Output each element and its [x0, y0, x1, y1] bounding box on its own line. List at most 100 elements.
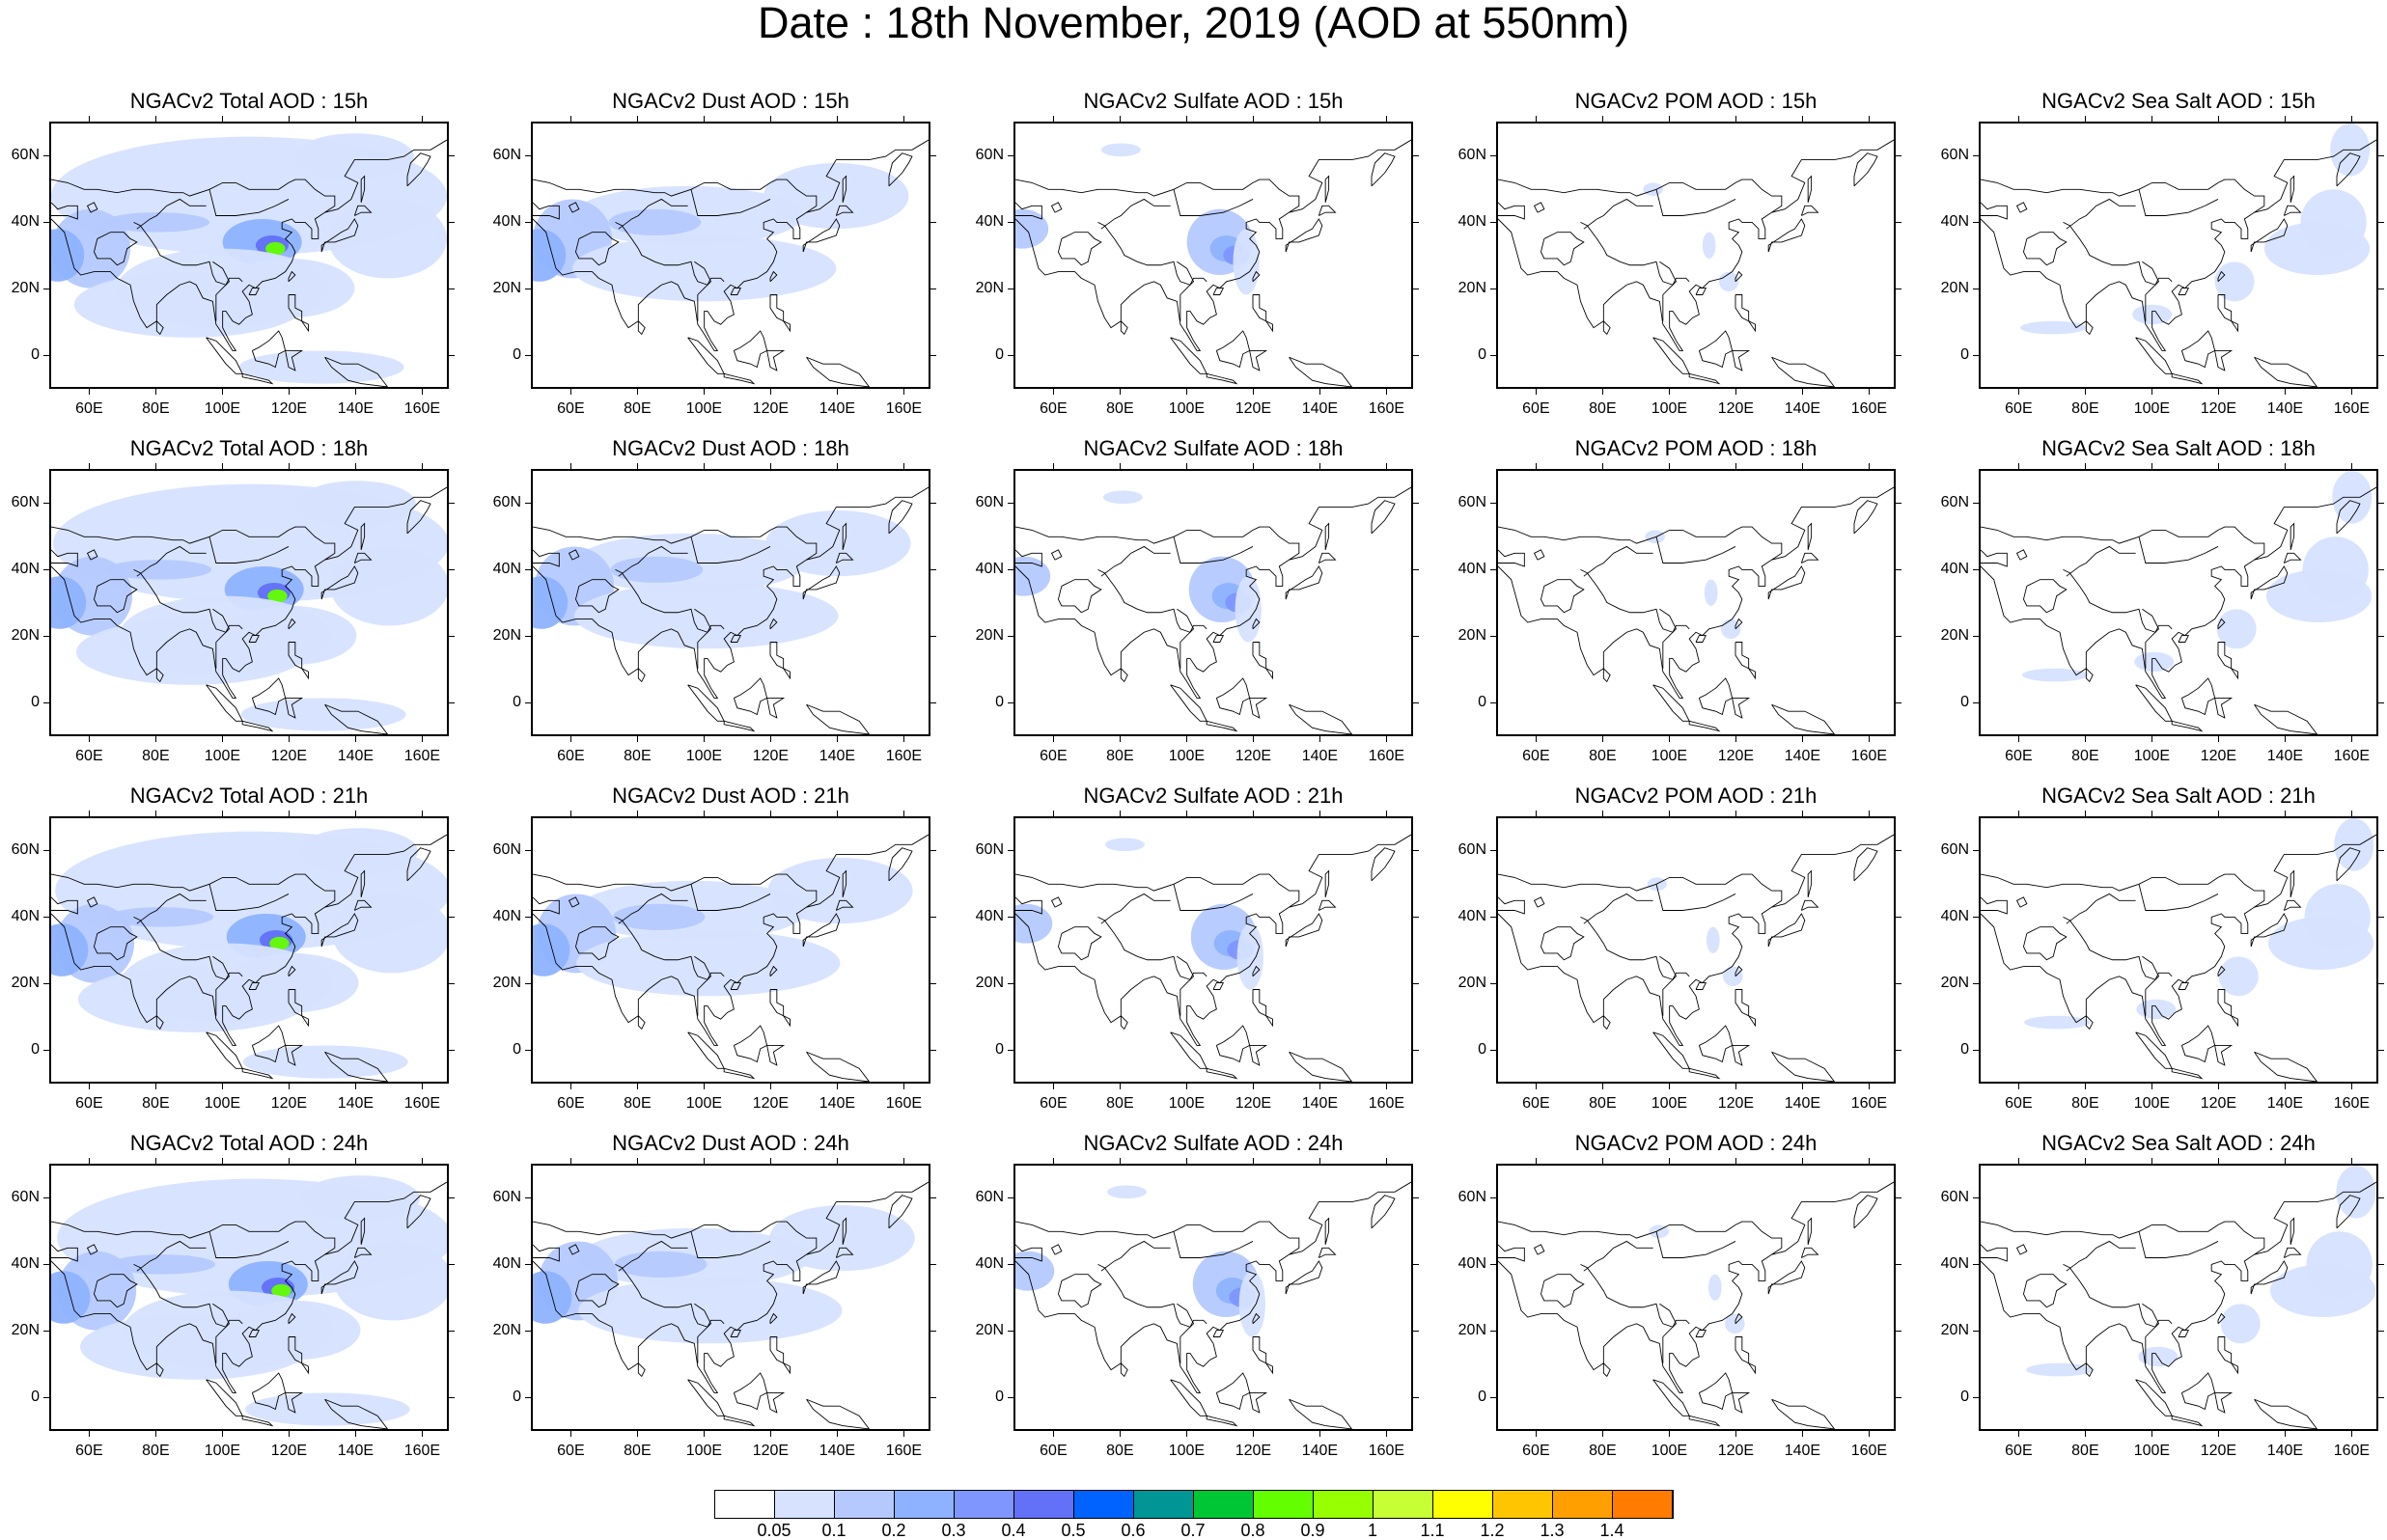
longitude-label: 60E [75, 400, 103, 417]
latitude-tick [2377, 502, 2384, 504]
latitude-tick [1895, 849, 1901, 851]
aerosol-area [578, 1278, 843, 1344]
latitude-tick [448, 849, 455, 851]
coastline [2214, 350, 2234, 371]
longitude-label: 100E [685, 748, 723, 764]
longitude-tick [1319, 811, 1321, 817]
longitude-tick [2351, 463, 2353, 470]
coastline [533, 202, 560, 220]
latitude-tick [525, 849, 532, 851]
coastline [769, 642, 791, 680]
longitude-tick [903, 463, 905, 470]
coastline [615, 222, 725, 286]
latitude-label: 20N [1457, 975, 1486, 992]
panel-title: NGACv2 Total AOD : 24h [129, 1131, 369, 1155]
aerosol-area [1015, 1251, 1055, 1291]
latitude-label: 0 [1960, 346, 1969, 364]
coastline [2283, 205, 2302, 216]
coastline [86, 896, 98, 908]
longitude-label: 160E [2333, 748, 2371, 764]
coastline [1771, 1398, 1836, 1429]
longitude-label: 160E [1850, 1095, 1888, 1112]
longitude-label: 120E [752, 1095, 790, 1112]
coastline [406, 1195, 431, 1229]
longitude-tick [89, 388, 91, 395]
longitude-tick [2351, 735, 2353, 742]
coastline [2217, 618, 2226, 630]
coastline [1173, 884, 1254, 911]
aerosol-area [330, 546, 447, 626]
map-panel [1979, 122, 2378, 389]
coastline [1371, 1195, 1396, 1229]
latitude-label: 40N [975, 212, 1004, 230]
latitude-tick [525, 1397, 532, 1399]
coastline [241, 720, 274, 732]
latitude-tick [43, 1196, 50, 1198]
coastline [2178, 288, 2190, 295]
longitude-tick [1602, 1083, 1604, 1089]
coastline [842, 175, 847, 204]
longitude-tick [422, 811, 424, 817]
latitude-label: 0 [1960, 694, 1969, 711]
latitude-tick [1412, 1397, 1419, 1399]
coastline [2178, 982, 2190, 990]
longitude-tick [1802, 463, 1804, 470]
longitude-tick [1120, 116, 1122, 123]
latitude-tick [1412, 1050, 1419, 1052]
longitude-label: 120E [1235, 748, 1272, 764]
latitude-label: 20N [492, 1322, 521, 1339]
longitude-tick [1253, 811, 1255, 817]
coastline [1015, 1181, 1411, 1393]
aerosol-area [1718, 271, 1739, 292]
coastline [1735, 989, 1756, 1028]
latitude-tick [448, 1263, 455, 1265]
aerosol-area [105, 560, 212, 580]
longitude-tick [1536, 1083, 1538, 1089]
longitude-tick [1053, 1430, 1055, 1437]
longitude-tick [1735, 463, 1737, 470]
coastline [1015, 1221, 1300, 1255]
longitude-tick [355, 388, 357, 395]
map-panel [1979, 1164, 2378, 1431]
coastline [1659, 1303, 1678, 1363]
coastline [1981, 179, 2265, 213]
longitude-tick [89, 1430, 91, 1437]
latitude-label: 40N [1457, 907, 1486, 924]
longitude-tick [1735, 811, 1737, 817]
aerosol-area [1704, 579, 1718, 606]
latitude-tick [1895, 154, 1901, 156]
latitude-tick [1008, 636, 1014, 638]
coastline [51, 139, 447, 351]
longitude-tick [289, 1158, 291, 1165]
longitude-label: 120E [270, 1095, 308, 1112]
coastline [1252, 642, 1273, 680]
colorbar-cell [1254, 1491, 1314, 1518]
longitude-tick [2218, 116, 2220, 123]
coastline [568, 896, 580, 908]
longitude-tick [2218, 735, 2220, 742]
aerosol-area [533, 923, 570, 976]
longitude-label: 80E [1106, 1443, 1134, 1459]
longitude-tick [2285, 463, 2287, 470]
aod-map [51, 133, 447, 387]
longitude-tick [289, 116, 291, 123]
aerosol-area [75, 619, 308, 685]
longitude-label: 60E [2005, 748, 2033, 764]
latitude-tick [930, 355, 936, 357]
longitude-label: 140E [1784, 1095, 1821, 1112]
coastline [1120, 1015, 1128, 1031]
coastline [1652, 684, 1690, 722]
coastline [1695, 982, 1707, 990]
longitude-label: 100E [1168, 1443, 1206, 1459]
longitude-label: 140E [1301, 1443, 1339, 1459]
coastline [1100, 545, 1171, 577]
latitude-label: 40N [1940, 560, 1969, 577]
coastline [618, 198, 688, 230]
latitude-tick [1490, 1397, 1497, 1399]
longitude-label: 160E [1368, 748, 1405, 764]
coastline [1807, 175, 1813, 204]
longitude-tick [2351, 116, 2353, 123]
longitude-tick [2151, 388, 2153, 395]
coastline [1655, 189, 1736, 216]
map-panel [1496, 1164, 1896, 1431]
